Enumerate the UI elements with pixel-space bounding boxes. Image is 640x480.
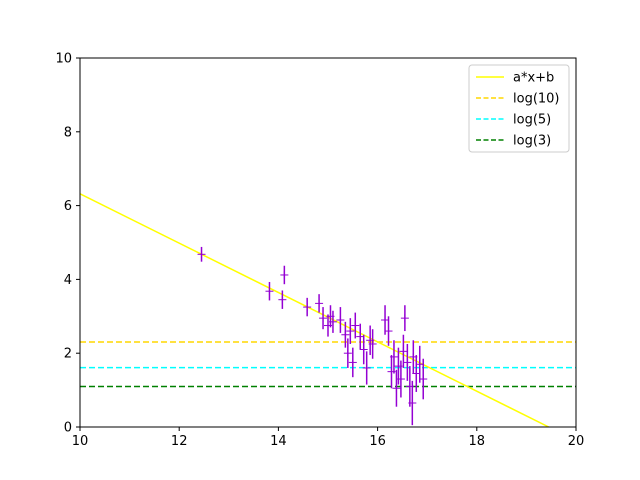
data-point [415, 345, 424, 383]
data-point [384, 316, 393, 346]
x-tick-label: 18 [469, 434, 486, 449]
legend-label: log(3) [513, 134, 551, 149]
data-point [336, 307, 345, 333]
data-point [265, 281, 274, 301]
data-point [197, 246, 206, 262]
y-tick-label: 8 [64, 125, 72, 140]
data-point [319, 307, 328, 330]
data-point [341, 321, 350, 348]
y-tick-label: 0 [64, 421, 72, 436]
data-point [356, 323, 365, 350]
data-point [328, 310, 337, 333]
axes: 10 12 14 16 18 20 0 2 4 6 8 10 [55, 52, 584, 450]
x-tick-label: 16 [369, 434, 386, 449]
data-point [359, 334, 368, 365]
x-tick-label: 20 [568, 434, 585, 449]
data-point [343, 338, 352, 368]
data-series [197, 246, 428, 426]
y-tick-label: 10 [55, 52, 72, 67]
data-point [396, 360, 405, 398]
data-point [400, 305, 409, 332]
plot-area [80, 193, 576, 427]
data-point [315, 294, 324, 313]
data-point [351, 312, 360, 339]
data-point [403, 343, 412, 381]
x-tick-label: 14 [270, 434, 287, 449]
data-point [303, 297, 312, 317]
legend: a*x+b log(10) log(5) log(3) [468, 64, 570, 153]
data-point [280, 265, 289, 285]
data-point [381, 305, 390, 335]
legend-label: a*x+b [513, 71, 554, 86]
data-point [389, 340, 398, 374]
data-point [362, 351, 371, 385]
data-point [346, 318, 355, 344]
y-tick-label: 4 [64, 273, 72, 288]
fit-line [80, 193, 550, 427]
data-point [348, 347, 357, 378]
legend-box [468, 64, 570, 153]
y-tick-label: 2 [64, 347, 72, 362]
data-point [392, 369, 401, 407]
data-point [368, 329, 377, 359]
x-tick-label: 12 [171, 434, 188, 449]
data-point [408, 380, 417, 426]
y-tick-label: 6 [64, 199, 72, 214]
data-point [412, 355, 421, 392]
axes-frame [79, 57, 577, 428]
legend-label: log(10) [513, 92, 560, 107]
data-point [278, 290, 287, 309]
data-point [419, 358, 428, 400]
x-tick-label: 10 [72, 434, 89, 449]
legend-label: log(5) [513, 113, 551, 128]
